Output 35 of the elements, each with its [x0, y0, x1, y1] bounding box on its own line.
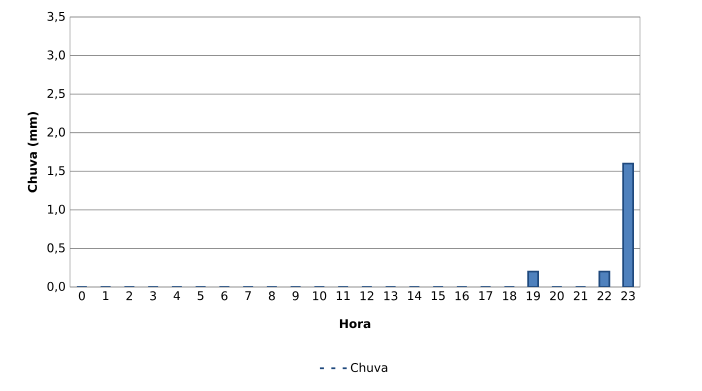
- text: Chuva: [350, 362, 388, 372]
- x-tick-label: 15: [432, 291, 445, 300]
- x-tick-label: 19: [526, 291, 540, 300]
- x-tick-label: 14: [408, 291, 422, 300]
- y-tick-label: 0,5: [47, 243, 65, 254]
- x-tick-label: 11: [336, 291, 350, 300]
- x-tick-label: 23: [621, 291, 635, 300]
- x-tick-label: 13: [384, 291, 398, 300]
- x-tick-label: 9: [292, 291, 299, 300]
- x-tick-label: 20: [550, 291, 564, 300]
- x-tick-label: 18: [503, 291, 516, 300]
- y-tick-label: 0,0: [47, 282, 65, 292]
- x-tick-label: 8: [268, 291, 275, 300]
- x-tick-label: 16: [456, 291, 469, 300]
- x-tick-label: 21: [574, 291, 588, 300]
- x-tick-label: 6: [221, 291, 228, 300]
- y-tick-label: 2,0: [48, 128, 65, 138]
- x-tick-label: 10: [313, 291, 326, 300]
- x-axis-title: Hora: [340, 319, 370, 328]
- x-tick-label: 5: [198, 291, 204, 300]
- y-tick-label: 1,5: [48, 166, 65, 176]
- y-tick-label: 1,0: [48, 204, 65, 216]
- y-axis-title: Chuva (mm): [28, 112, 38, 192]
- x-tick-label: 3: [150, 291, 156, 300]
- x-tick-label: 1: [103, 291, 108, 300]
- x-tick-label: 2: [126, 291, 132, 300]
- x-tick-label: 0: [78, 291, 85, 300]
- y-tick-label: 3,5: [48, 12, 65, 22]
- x-tick-label: 7: [245, 291, 251, 300]
- y-tick-label: 2,5: [48, 88, 65, 100]
- x-tick-label: 17: [479, 291, 492, 300]
- x-tick-label: 12: [360, 291, 374, 300]
- x-tick-label: 22: [598, 291, 611, 300]
- x-tick-label: 4: [174, 291, 180, 300]
- y-tick-label: 3,0: [48, 50, 65, 61]
